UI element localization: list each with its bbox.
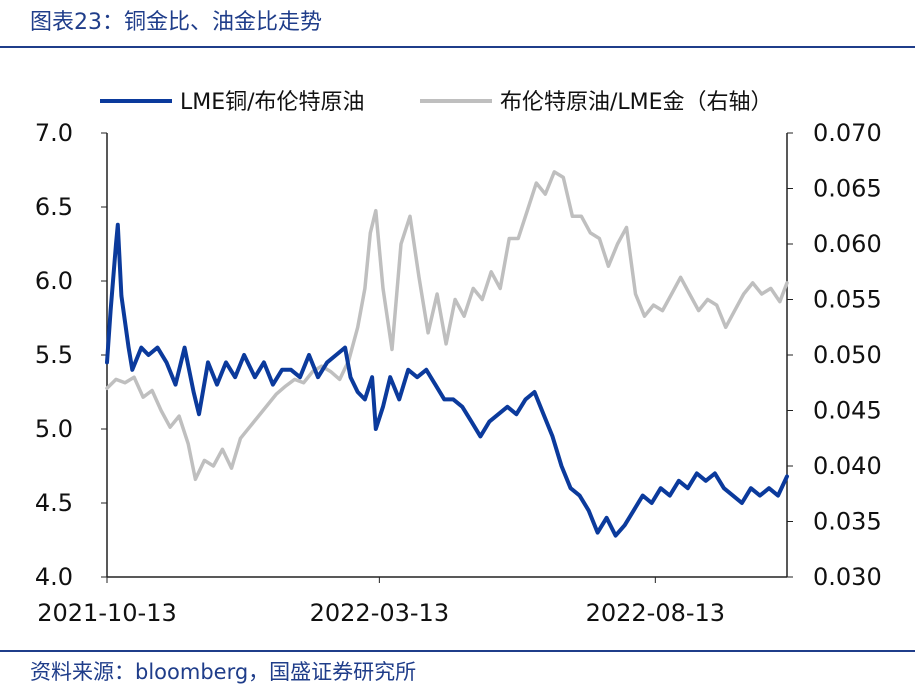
y-right-tick-label: 0.045	[813, 397, 882, 425]
series-line-copper-oil	[105, 222, 789, 538]
y-right-tick-label: 0.040	[813, 452, 882, 480]
y-left-tick-label: 6.5	[35, 193, 73, 221]
figure-title: 图表23：铜金比、油金比走势	[30, 10, 322, 35]
x-tick-label: 2022-03-13	[310, 599, 449, 627]
y-left-tick-label: 6.0	[35, 267, 73, 295]
y-right-tick-label: 0.035	[813, 508, 882, 536]
legend-label-series1: LME铜/布伦特原油	[180, 90, 365, 115]
y-left-tick-label: 7.0	[35, 119, 73, 147]
chart: LME铜/布伦特原油 布伦特原油/LME金（右轴） 4.0 4.5 5.0 5.5 6.…	[35, 90, 882, 627]
y-right-tick-label: 0.065	[813, 175, 882, 203]
series-line-oil-gold	[105, 170, 789, 482]
source-note: 资料来源：bloomberg，国盛证券研究所	[30, 660, 417, 684]
plot-area	[105, 170, 789, 538]
source-rule	[0, 650, 915, 652]
y-right-tick-label: 0.055	[813, 286, 882, 314]
y-left-tick-label: 5.0	[35, 415, 73, 443]
y-left-tick-label: 4.5	[35, 489, 73, 517]
y-right-tick-label: 0.050	[813, 341, 882, 369]
x-tick-label: 2022-08-13	[586, 599, 725, 627]
y-left-tick-label: 5.5	[35, 341, 73, 369]
legend-label-series2: 布伦特原油/LME金（右轴）	[500, 90, 773, 115]
y-right-tick-label: 0.030	[813, 563, 882, 591]
axes: 4.0 4.5 5.0 5.5 6.0 6.5 7.0 0.030 0.035 0.040 0.04…	[35, 119, 882, 627]
legend: LME铜/布伦特原油 布伦特原油/LME金（右轴）	[100, 90, 773, 115]
y-right-tick-label: 0.070	[813, 119, 882, 147]
y-left-tick-label: 4.0	[35, 563, 73, 591]
x-tick-label: 2021-10-13	[37, 599, 176, 627]
title-rule	[0, 46, 915, 48]
y-right-tick-label: 0.060	[813, 230, 882, 258]
